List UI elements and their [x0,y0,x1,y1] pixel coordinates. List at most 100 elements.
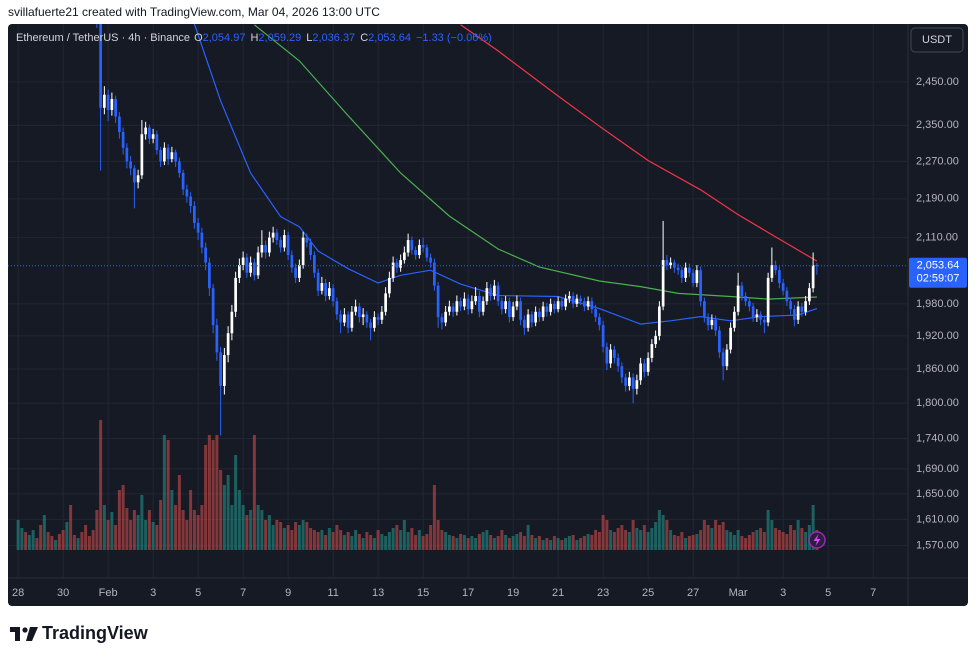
candle-body [489,288,492,296]
volume-bar [560,540,564,550]
volume-bar [372,538,376,550]
volume-bar [661,515,665,550]
volume-bar [541,540,545,550]
candle-body [766,277,770,323]
candle-body [541,306,545,318]
volume-bar [346,532,350,550]
candle-body [279,240,282,248]
alert-icon[interactable] [808,531,826,549]
currency-label[interactable]: USDT [922,34,952,46]
candle-body [575,298,579,304]
candle-body [751,306,755,318]
currency-button[interactable]: USDT [910,27,964,53]
volume-bar [530,535,534,550]
candle-body [193,205,196,223]
chart-panel [8,24,968,606]
candle-body [114,99,117,117]
candle-body [174,152,177,162]
volume-bar [444,532,448,550]
candle-body [391,262,395,278]
volume-bar [534,538,538,550]
candle-body [159,150,162,162]
volume-bar [710,528,714,550]
volume-bar [489,535,493,550]
candle-body [785,290,789,302]
candle-body [436,285,440,318]
grid [8,24,908,578]
volume-bar [140,495,144,550]
volume-bar [174,505,178,550]
volume-bar [665,520,669,550]
candle-body [729,327,732,350]
candle-body [249,262,252,273]
candle-body [654,335,657,345]
candle-body [598,317,601,326]
volume-bar [42,515,46,550]
legend-key: H [250,32,258,44]
volume-bar [65,522,69,550]
volume-bar [800,528,804,550]
volume-bar [549,540,553,550]
candle-body [748,301,751,307]
volume-bar [729,532,733,550]
volume-bar [320,530,324,550]
volume-bar [222,485,226,550]
candle-body [99,24,102,108]
candle-body [200,232,204,248]
x-tick-label: 25 [642,587,654,599]
alert-icon-bolt[interactable] [813,534,821,546]
candle-body [811,265,815,289]
y-tick-label: 1,980.00 [916,298,959,310]
candle-body [556,301,560,310]
volume-bar [586,534,590,550]
candle-body [144,127,147,135]
candle-body [358,306,361,318]
volume-bar [796,520,800,550]
candle-body [583,301,586,307]
volume-bar [702,520,706,550]
volume-bar [766,510,770,550]
candle-body [361,314,365,318]
volume-bar [339,530,343,550]
volume-bar [271,525,275,550]
volume-bar [301,520,305,550]
volume-bar [684,538,688,550]
candle-body [800,306,804,312]
volume-bar [492,538,496,550]
candle-body [365,314,369,323]
volume-bar [387,532,391,550]
candle-body [553,303,556,310]
candle-body [335,301,339,315]
volume-bar [147,510,151,550]
volume-bar [650,528,654,550]
volume-bar [725,530,729,550]
volume-bar [699,530,703,550]
volume-bar [31,530,35,550]
currency-button-frame[interactable] [910,27,964,53]
volume-bar [406,532,410,550]
volume-bar [50,536,54,550]
volume-bar [556,538,560,550]
volume-bar [612,532,616,550]
volume-bar [582,536,586,550]
candle-body [166,147,170,160]
candle-body [170,152,174,160]
candle-body [380,311,384,320]
volume-bar [706,525,710,550]
candle-body [695,270,699,284]
countdown: 02:59:07 [917,273,960,285]
volume-bar [245,515,249,550]
volume-bar [230,505,234,550]
candle-body [268,237,271,253]
y-tick-label: 1,570.00 [916,540,959,552]
volume-bar [102,505,106,550]
candle-body [590,301,594,310]
volume-bar [447,535,451,550]
x-tick-label: Mar [729,587,748,599]
candle-body [789,301,792,310]
volume-bar [282,528,286,550]
candle-body [410,240,414,251]
candle-body [286,235,290,256]
volume-bar [477,534,481,550]
volume-bar [504,535,508,550]
